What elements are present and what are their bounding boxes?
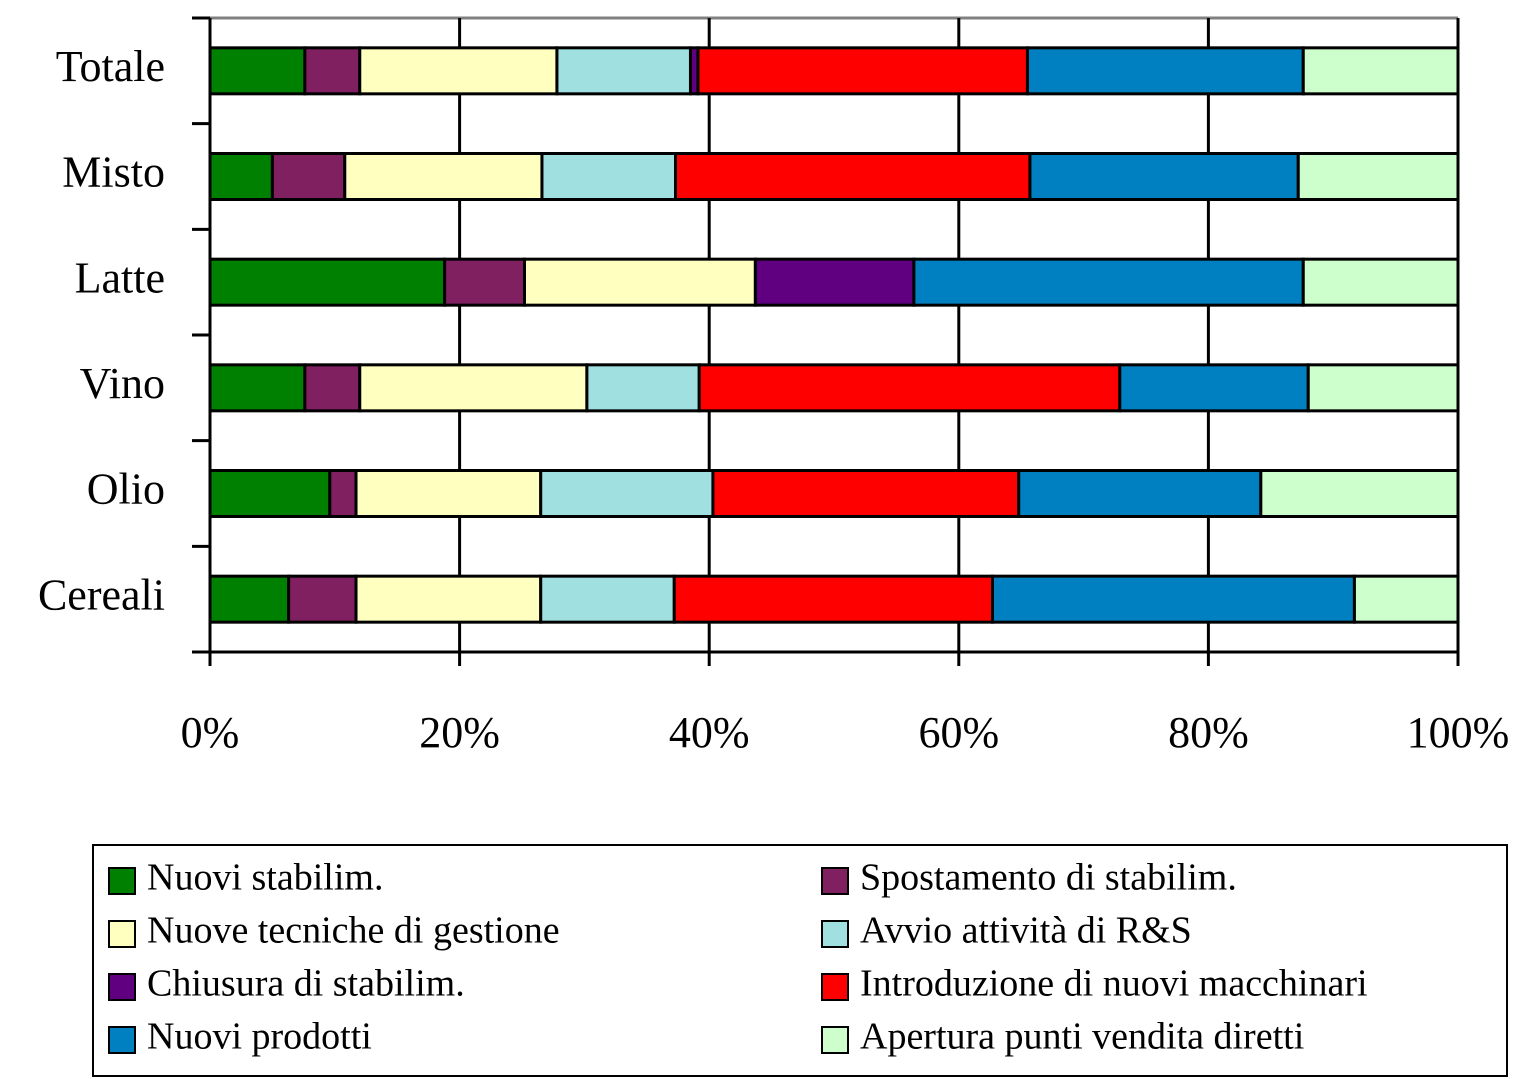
x-tick-label: 40%: [669, 708, 750, 757]
bar-segment: [343, 152, 544, 201]
bar-segment: [208, 46, 307, 96]
bar-segment: [287, 574, 358, 624]
bar-segment: [539, 469, 715, 518]
bar-segment: [672, 574, 994, 624]
legend-label: Chiusura di stabilim.: [147, 963, 465, 1005]
y-tick-label: Vino: [80, 359, 165, 408]
y-tick-label: Olio: [87, 465, 165, 514]
bar-segment: [1301, 257, 1460, 307]
bar-segment: [354, 574, 543, 624]
x-tick-label: 60%: [918, 708, 999, 757]
x-tick-label: 100%: [1407, 708, 1510, 757]
y-tick-label: Cereali: [38, 570, 165, 619]
bar-segment: [208, 574, 291, 624]
bar-segment: [1296, 152, 1460, 201]
bar-segment: [990, 574, 1356, 624]
bar-segment: [1028, 152, 1300, 201]
bar-segment: [303, 363, 362, 413]
bar-segment: [358, 363, 589, 413]
bar-segment: [1118, 363, 1310, 413]
x-tick-label: 80%: [1168, 708, 1249, 757]
legend-swatch: [821, 973, 849, 1001]
bar-segment: [328, 469, 358, 518]
legend-label: Nuovi stabilim.: [147, 857, 383, 899]
bar-segment: [208, 257, 447, 307]
bar-segment: [711, 469, 1021, 518]
legend-swatch: [108, 867, 136, 895]
legend-swatch: [821, 867, 849, 895]
legend-swatch: [108, 1026, 136, 1054]
bar-segment: [208, 363, 307, 413]
bar-segment: [753, 257, 916, 307]
bar-segment: [1259, 469, 1460, 518]
bar-segment: [539, 574, 676, 624]
bar-segment: [1017, 469, 1263, 518]
legend-swatch: [821, 920, 849, 948]
legend-swatch: [108, 920, 136, 948]
y-tick-label: Latte: [75, 253, 165, 302]
legend-box: [92, 844, 1508, 1077]
legend-label: Nuovi prodotti: [147, 1016, 372, 1058]
legend-swatch: [108, 973, 136, 1001]
bar-segment: [1306, 363, 1460, 413]
bar-segment: [443, 257, 526, 307]
bar-segment: [208, 469, 332, 518]
bar-segment: [585, 363, 701, 413]
bar-segment: [1025, 46, 1305, 96]
bar-segment: [354, 469, 543, 518]
bar-segment: [1352, 574, 1460, 624]
x-tick-label: 20%: [419, 708, 500, 757]
bar-segment: [540, 152, 678, 201]
bar-segment: [697, 363, 1122, 413]
bar-segment: [1301, 46, 1460, 96]
legend-swatch: [821, 1026, 849, 1054]
bar-segment: [674, 152, 1032, 201]
bar-segment: [208, 152, 274, 201]
legend-label: Apertura punti vendita diretti: [860, 1016, 1304, 1058]
bar-segment: [555, 46, 692, 96]
bar-segment: [270, 152, 347, 201]
bar-segment: [522, 257, 757, 307]
y-tick-label: Misto: [62, 148, 165, 197]
bar-segment: [912, 257, 1305, 307]
legend-label: Spostamento di stabilim.: [860, 857, 1237, 899]
bar-segment: [303, 46, 362, 96]
x-tick-label: 0%: [181, 708, 240, 757]
y-tick-label: Totale: [56, 42, 165, 91]
bar-segment: [696, 46, 1029, 96]
legend-label: Avvio attività di R&S: [860, 910, 1192, 952]
legend-label: Introduzione di nuovi macchinari: [860, 963, 1368, 1005]
legend-label: Nuove tecniche di gestione: [147, 910, 560, 952]
bar-segment: [358, 46, 559, 96]
